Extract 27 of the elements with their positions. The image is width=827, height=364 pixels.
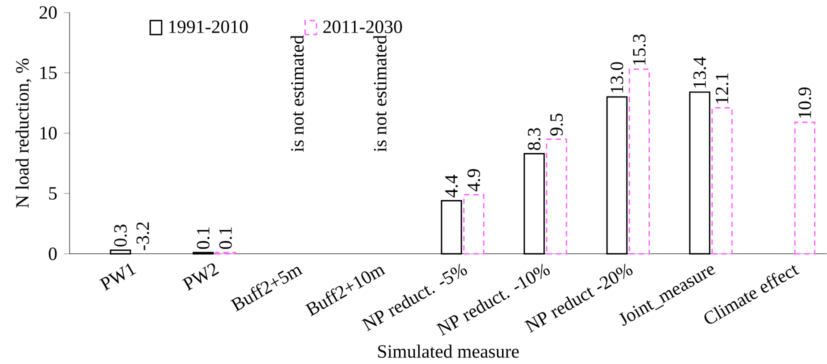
x-tick-label: PW2: [182, 263, 220, 291]
bar: [794, 122, 816, 254]
data-label: 4.4: [445, 174, 458, 198]
x-tick-label: PW1: [99, 263, 136, 291]
data-label: 8.3: [528, 128, 541, 150]
y-tick-label: 0: [48, 247, 57, 260]
y-tick-label: 15: [40, 66, 57, 80]
data-label: 10.9: [798, 87, 812, 118]
data-label: 0.1: [219, 227, 232, 249]
data-label: 0.3: [114, 224, 127, 247]
y-axis-title: N load reduction, %: [16, 58, 32, 208]
data-label: 4.9: [468, 169, 480, 192]
data-label: 15.3: [632, 34, 646, 65]
data-label: 12.1: [716, 73, 728, 104]
data-label: 9.5: [550, 114, 563, 136]
data-label: 13.4: [693, 56, 706, 88]
y-tick-label: 20: [40, 6, 57, 19]
text: -3.2: [136, 222, 150, 250]
annotation: is not estimated: [290, 35, 304, 152]
x-axis-title: Simulated measure: [378, 344, 519, 358]
y-tick-label: 5: [49, 187, 57, 200]
y-tick-label: 10: [40, 126, 57, 140]
data-label: 13.0: [610, 62, 624, 92]
legend-label: 2011-2030: [323, 20, 402, 34]
data-label: 0.1: [196, 227, 210, 249]
annotation: is not estimated: [373, 35, 386, 152]
legend-label: 1991-2010: [169, 20, 248, 34]
